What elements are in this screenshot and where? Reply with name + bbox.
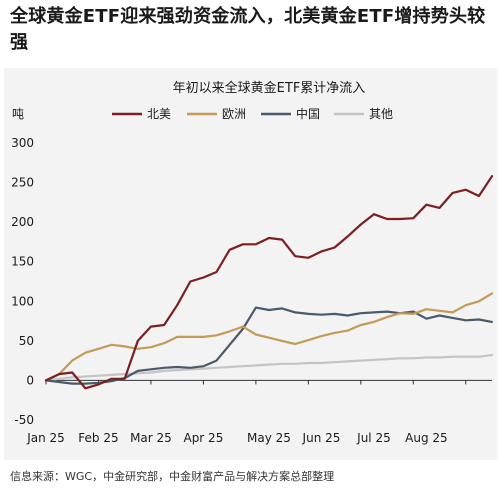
legend-label-1: 欧洲 [222, 107, 246, 121]
chart-title: 年初以来全球黄金ETF累计净流入 [173, 80, 366, 96]
x-tick-label: Mar 25 [130, 431, 172, 445]
x-tick-label: Jan 25 [26, 431, 65, 445]
y-tick-label: -50 [14, 413, 34, 427]
source-note: 信息来源：WGC，中金研究部，中金财富产品与解决方案总部整理 [10, 470, 335, 483]
y-tick-label: 0 [26, 373, 34, 387]
y-tick-label: 300 [11, 136, 34, 150]
x-tick-label: Aug 25 [405, 431, 448, 445]
y-tick-label: 200 [11, 215, 34, 229]
y-axis-unit: 吨 [12, 107, 24, 121]
y-tick-label: 250 [11, 176, 34, 190]
legend-label-3: 其他 [369, 107, 393, 121]
series-line-0 [44, 175, 494, 390]
headline: 全球黄金ETF迎来强劲资金流入，北美黄金ETF增持势头较强 [10, 6, 486, 53]
x-tick-label: May 25 [247, 431, 291, 445]
x-tick-label: Jun 25 [302, 431, 341, 445]
x-tick-label: Jul 25 [356, 431, 391, 445]
x-tick-label: Apr 25 [183, 431, 223, 445]
legend-label-0: 北美 [147, 107, 171, 121]
series-line-3 [44, 354, 494, 382]
y-tick-label: 100 [11, 294, 34, 308]
y-tick-label: 50 [19, 334, 34, 348]
y-tick-label: 150 [11, 255, 34, 269]
x-tick-label: Feb 25 [78, 431, 118, 445]
legend-label-2: 中国 [296, 106, 320, 121]
series-line-1 [44, 292, 494, 382]
chart-panel: 年初以来全球黄金ETF累计净流入吨 北美 欧洲 中国 其他 -50 0 50 100 150 200… [4, 68, 497, 460]
